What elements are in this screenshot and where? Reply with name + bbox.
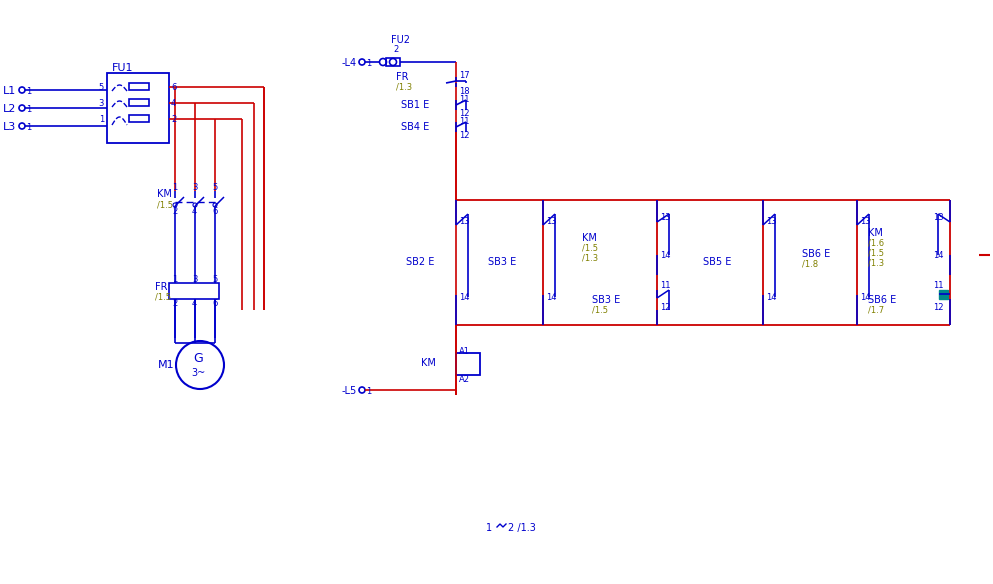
Text: 11: 11 (459, 95, 470, 103)
Text: 12: 12 (660, 304, 670, 312)
Text: 13: 13 (766, 217, 777, 227)
Text: /1.7: /1.7 (868, 305, 884, 315)
Text: 11: 11 (660, 280, 670, 290)
Text: A2: A2 (459, 374, 470, 384)
Text: 13: 13 (933, 214, 943, 223)
Text: 12: 12 (459, 109, 470, 117)
Text: KM: KM (421, 358, 436, 368)
Text: SB2 E: SB2 E (406, 257, 434, 267)
Text: -L4: -L4 (342, 58, 357, 68)
Bar (129, 99, 149, 106)
Text: /1.5: /1.5 (868, 249, 884, 258)
Text: 14: 14 (860, 293, 871, 301)
Text: 3: 3 (192, 183, 198, 193)
Bar (169, 283, 219, 299)
Text: /1.3: /1.3 (868, 259, 884, 267)
Text: 4: 4 (192, 300, 198, 308)
Text: 13: 13 (660, 214, 670, 223)
Text: 11: 11 (933, 280, 943, 290)
Text: /1.3: /1.3 (396, 82, 412, 92)
Text: SB4 E: SB4 E (401, 122, 429, 132)
Text: 13: 13 (860, 217, 871, 227)
Text: FR: FR (155, 282, 168, 292)
Text: 14: 14 (546, 293, 556, 301)
Text: A1: A1 (459, 346, 470, 356)
Text: /1.5: /1.5 (582, 244, 598, 252)
Text: /1.5: /1.5 (592, 305, 608, 315)
Text: 2: 2 (172, 207, 177, 217)
Text: 4: 4 (192, 207, 198, 217)
Text: 1: 1 (98, 116, 104, 124)
Text: FU1: FU1 (112, 63, 133, 73)
Text: L1: L1 (3, 86, 16, 96)
Bar (107, 73, 169, 143)
Bar (939, 290, 948, 299)
Text: L3: L3 (3, 122, 16, 132)
Text: L2: L2 (3, 104, 16, 114)
Text: G: G (193, 353, 203, 366)
Text: 13: 13 (546, 217, 557, 227)
Text: 12: 12 (459, 130, 470, 140)
Text: SB6 E: SB6 E (868, 295, 897, 305)
Text: 2: 2 (172, 300, 177, 308)
Text: 1: 1 (486, 523, 493, 533)
Text: 1: 1 (366, 58, 371, 68)
Text: 14: 14 (766, 293, 777, 301)
Bar (129, 115, 149, 122)
Text: 1: 1 (26, 123, 31, 131)
Text: 3~: 3~ (191, 368, 206, 378)
Bar (386, 58, 400, 66)
Text: SB3 E: SB3 E (488, 257, 516, 267)
Text: 2: 2 (393, 46, 398, 54)
Text: 13: 13 (459, 217, 470, 227)
Text: 1: 1 (172, 276, 177, 284)
Text: /1.5: /1.5 (155, 293, 171, 301)
Text: /1.3: /1.3 (582, 253, 598, 262)
Text: 17: 17 (459, 71, 470, 81)
Text: 5: 5 (212, 183, 217, 193)
Text: KM: KM (157, 189, 172, 199)
Bar (456, 353, 480, 375)
Text: SB3 E: SB3 E (592, 295, 621, 305)
Text: SB6 E: SB6 E (802, 249, 830, 259)
Text: 1: 1 (26, 86, 31, 96)
Text: -L5: -L5 (342, 386, 357, 396)
Bar (129, 83, 149, 90)
Text: 11: 11 (459, 116, 470, 126)
Text: /1.8: /1.8 (802, 259, 818, 269)
Text: M1: M1 (158, 360, 175, 370)
Text: 6: 6 (212, 207, 217, 217)
Text: KM: KM (868, 228, 883, 238)
Text: 4: 4 (171, 99, 176, 109)
Text: KM: KM (582, 233, 597, 243)
Text: 6: 6 (171, 84, 177, 92)
Text: 1: 1 (366, 387, 371, 395)
Text: 12: 12 (933, 304, 943, 312)
Text: 3: 3 (192, 276, 198, 284)
Text: 14: 14 (660, 251, 670, 259)
Text: 5: 5 (98, 84, 104, 92)
Text: 1: 1 (172, 183, 177, 193)
Text: 14: 14 (459, 293, 470, 301)
Text: 14: 14 (933, 251, 943, 259)
Text: FR: FR (396, 72, 408, 82)
Text: SB1 E: SB1 E (401, 100, 429, 110)
Text: /1.5: /1.5 (157, 200, 173, 210)
Text: SB5 E: SB5 E (703, 257, 732, 267)
Text: 1: 1 (26, 105, 31, 113)
Text: 5: 5 (212, 276, 217, 284)
Text: 6: 6 (212, 300, 217, 308)
Text: FU2: FU2 (391, 35, 410, 45)
Text: 2: 2 (171, 116, 176, 124)
Text: 18: 18 (459, 86, 470, 96)
Text: 3: 3 (98, 99, 104, 109)
Text: 2 /1.3: 2 /1.3 (508, 523, 536, 533)
Text: /1.6: /1.6 (868, 238, 884, 248)
